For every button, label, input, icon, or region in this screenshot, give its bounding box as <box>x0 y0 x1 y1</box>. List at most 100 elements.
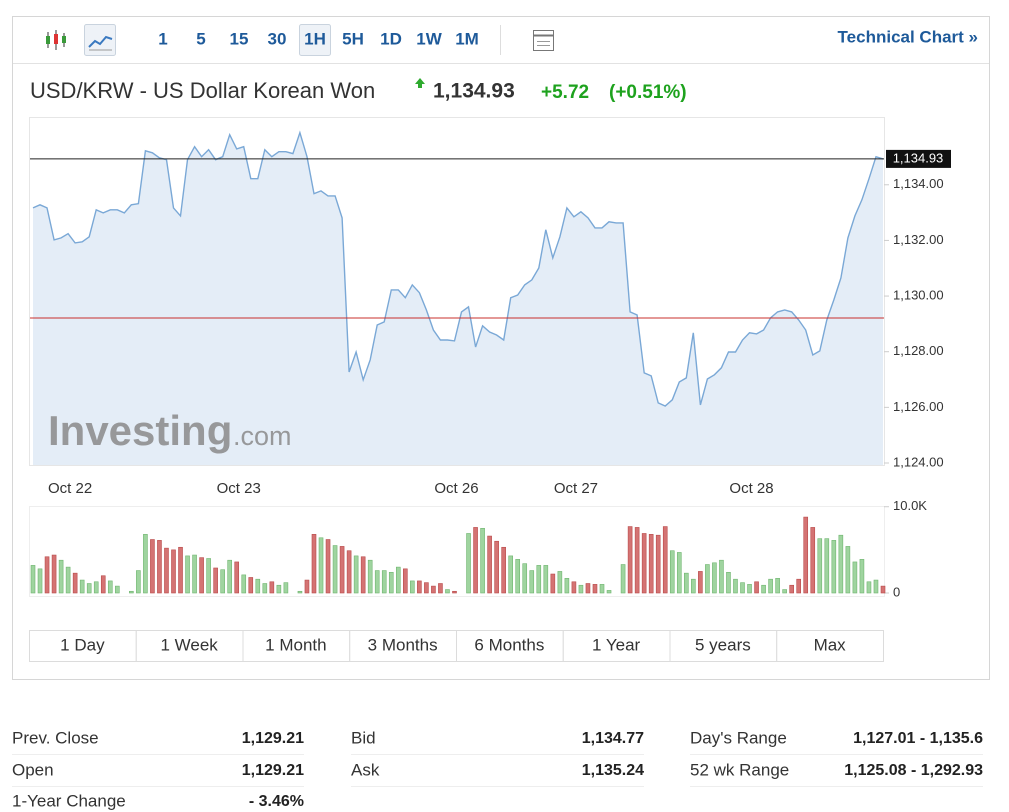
interval-button[interactable]: 5H <box>342 29 364 48</box>
candle-icon[interactable] <box>46 30 66 50</box>
stat-value: - 3.46% <box>249 793 304 810</box>
volume-bar <box>691 578 696 594</box>
interval-button[interactable]: 15 <box>230 29 249 48</box>
volume-bar <box>466 533 471 594</box>
period-label[interactable]: 5 years <box>695 635 751 654</box>
volume-bar <box>51 554 57 594</box>
volume-bar <box>206 558 211 594</box>
volume-bar <box>508 555 513 594</box>
volume-bar <box>831 540 837 594</box>
y-tick-label: 1,128.00 <box>893 343 944 358</box>
line-icon[interactable] <box>84 24 116 56</box>
period-label[interactable]: 6 Months <box>474 635 544 654</box>
stat-label: 1-Year Change <box>12 791 126 810</box>
volume-bar <box>213 567 218 594</box>
settings-icon[interactable] <box>533 30 554 51</box>
volume-bar <box>374 570 380 594</box>
period-button[interactable] <box>135 630 244 662</box>
y-tick-label: 1,132.00 <box>893 232 944 247</box>
volume-bar <box>438 583 443 594</box>
volume-bar <box>431 585 436 594</box>
volume-bar <box>578 584 584 594</box>
interval-button[interactable]: 1H <box>304 29 326 48</box>
volume-bar <box>529 570 535 594</box>
volume-bar <box>733 578 738 594</box>
period-label[interactable]: 1 Week <box>160 635 218 654</box>
period-label[interactable]: Max <box>814 635 847 654</box>
period-label[interactable]: 1 Year <box>592 635 641 654</box>
volume-bar <box>107 580 113 594</box>
volume-bar <box>79 579 85 594</box>
volume-bar <box>353 555 359 594</box>
volume-bar <box>719 559 724 594</box>
volume-bar <box>241 574 247 594</box>
interval-button[interactable]: 1 <box>158 29 167 48</box>
volume-bar <box>367 559 373 594</box>
volume-bar <box>199 557 204 594</box>
watermark-suffix: .com <box>233 421 292 451</box>
volume-bar <box>452 590 457 594</box>
x-tick-label: Oct 28 <box>729 480 773 497</box>
x-tick-label: Oct 22 <box>48 480 92 497</box>
x-tick-label: Oct 26 <box>434 480 478 497</box>
volume-bar <box>789 584 794 594</box>
last-price: 1,134.93 <box>433 80 515 103</box>
area-fill <box>33 132 883 465</box>
volume-bar <box>641 533 647 594</box>
volume-bar <box>318 537 324 594</box>
volume-bar <box>543 565 549 594</box>
volume-bar <box>395 566 401 594</box>
volume-bar <box>803 516 809 594</box>
interval-button[interactable]: 1M <box>455 29 479 48</box>
volume-bar <box>129 590 134 594</box>
period-button[interactable] <box>562 630 671 662</box>
price-line <box>32 130 884 407</box>
volume-bar <box>676 552 682 594</box>
x-tick-label: Oct 23 <box>217 480 261 497</box>
volume-bar <box>669 550 675 594</box>
interval-button[interactable]: 30 <box>268 29 287 48</box>
period-label[interactable]: 1 Month <box>265 635 326 654</box>
stat-label: Prev. Close <box>12 728 99 747</box>
volume-bar <box>627 526 633 594</box>
interval-button[interactable]: 5 <box>196 29 205 48</box>
period-label[interactable]: 1 Day <box>60 635 105 654</box>
volume-bar <box>705 564 710 594</box>
volume-bar <box>360 556 366 594</box>
stat-value: 1,125.08 - 1,292.93 <box>844 762 983 779</box>
volume-bar <box>185 555 190 594</box>
volume-bar <box>150 539 155 594</box>
volume-bar <box>100 575 106 594</box>
volume-bar <box>655 534 661 594</box>
volume-bar <box>838 534 844 594</box>
volume-bar <box>58 559 64 594</box>
volume-bar <box>796 578 802 594</box>
volume-bar <box>381 570 387 594</box>
period-button[interactable] <box>776 630 884 662</box>
volume-bar <box>227 559 232 594</box>
volume-bar <box>564 578 570 594</box>
volume-bar <box>585 583 591 594</box>
stat-label: Ask <box>351 760 380 779</box>
period-label[interactable]: 3 Months <box>368 635 438 654</box>
volume-bar <box>606 590 612 594</box>
period-button[interactable] <box>349 630 457 662</box>
volume-bar <box>662 526 668 594</box>
technical-chart-link[interactable]: Technical Chart » <box>838 27 978 46</box>
period-button[interactable] <box>669 630 778 662</box>
volume-bar <box>817 538 823 594</box>
interval-button[interactable]: 1D <box>380 29 402 48</box>
volume-bar <box>171 549 176 594</box>
volume-bar <box>332 545 338 594</box>
volume-bar <box>30 565 36 594</box>
stat-label: Open <box>12 760 54 779</box>
volume-bar <box>424 582 429 594</box>
interval-button[interactable]: 1W <box>416 29 442 48</box>
volume-bar <box>599 584 605 594</box>
volume-bar <box>557 571 563 594</box>
volume-bar <box>192 554 197 594</box>
volume-bar <box>726 571 731 594</box>
volume-bar <box>648 534 654 594</box>
stat-label: 52 wk Range <box>690 760 789 779</box>
